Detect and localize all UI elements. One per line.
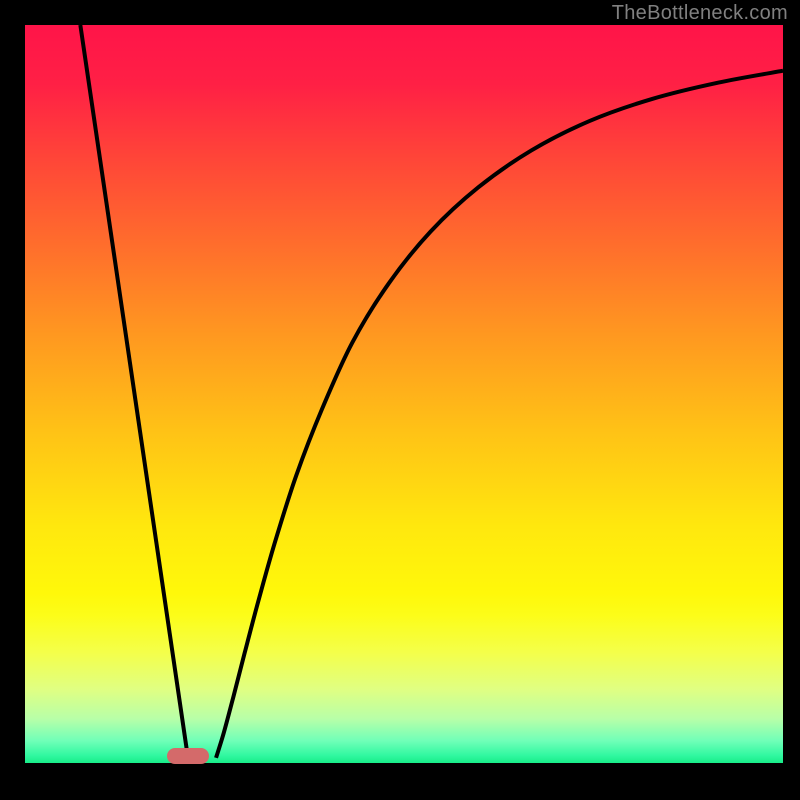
watermark-text: TheBottleneck.com — [612, 2, 788, 25]
bottleneck-chart: TheBottleneck.com — [0, 0, 800, 800]
optimal-marker — [167, 748, 209, 764]
bottleneck-curve — [25, 25, 783, 763]
plot-area — [25, 25, 783, 763]
